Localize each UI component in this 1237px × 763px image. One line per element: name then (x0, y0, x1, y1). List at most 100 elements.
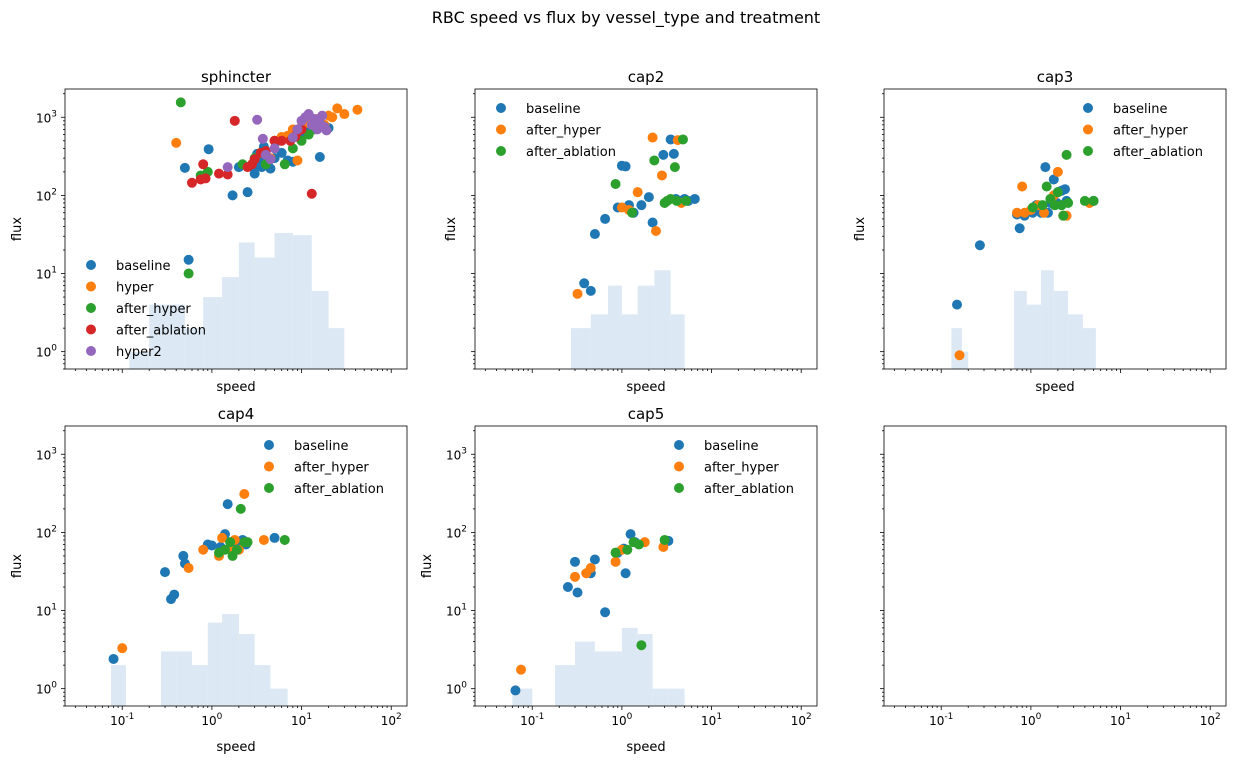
x-tick-label: 101 (291, 712, 312, 728)
legend: baseline after_hyper after_ablation (496, 102, 616, 160)
point-after_hyper (1017, 181, 1028, 192)
point-after_ablation (669, 162, 680, 173)
subplot-empty: 10-1 100 101 102 (880, 425, 1227, 728)
x-tick-label: 100 (1020, 712, 1041, 728)
legend: baseline after_hyper after_ablation (674, 439, 794, 497)
point-after_ablation (186, 177, 197, 188)
point-after_ablation (1061, 149, 1072, 160)
y-axis-label: flux (10, 217, 25, 241)
legend-label-after_hyper: after_hyper (294, 461, 369, 476)
y-tick-label: 103 (36, 446, 57, 462)
point-after_hyper (175, 97, 186, 108)
histogram-bar (165, 304, 185, 369)
legend-marker-baseline (86, 260, 96, 270)
point-after_hyper (117, 643, 128, 654)
point-after_hyper (279, 159, 290, 170)
point-hyper (292, 155, 303, 166)
legend-label-baseline: baseline (704, 439, 758, 454)
legend-marker-after_ablation (86, 324, 96, 335)
point-baseline (314, 152, 325, 163)
plot-area (510, 529, 685, 706)
point-baseline (108, 653, 119, 664)
legend: baseline hyper after_hyper after_ablationhy… (86, 259, 206, 360)
point-after_hyper (570, 571, 581, 582)
histogram-bar (670, 314, 685, 369)
legend-label-after_ablation: after_ablation (704, 482, 794, 497)
axes-frame (64, 425, 408, 707)
y-axis-label: flux (420, 554, 435, 578)
point-after_ablation (249, 154, 260, 165)
point-baseline (227, 190, 238, 201)
point-baseline (589, 554, 600, 565)
x-tick-label: 101 (701, 712, 722, 728)
x-axis-label: speed (1035, 380, 1074, 395)
legend-label-after_hyper: after_hyper (526, 124, 601, 139)
legend-label-baseline: baseline (294, 439, 348, 454)
point-after_ablation (627, 207, 638, 218)
point-baseline (689, 193, 700, 204)
legend-label-hyper2: hyper2 (116, 345, 162, 360)
point-after_ablation (229, 115, 240, 126)
point-after_ablation (1037, 200, 1048, 211)
point-baseline (242, 187, 253, 198)
point-baseline (269, 532, 280, 543)
point-baseline (179, 162, 190, 173)
legend: baseline after_hyper after_ablation (264, 439, 384, 497)
subplot-cap4: 10-1 100 101 102 100 101 102 103 cap4 speed flux ba… (10, 405, 408, 755)
point-after_ablation (659, 534, 670, 545)
point-baseline (183, 254, 194, 265)
histogram-bar (149, 304, 166, 369)
point-after_ablation (681, 195, 692, 206)
point-baseline (643, 192, 654, 203)
legend-label-baseline: baseline (116, 259, 170, 274)
histogram-bar (222, 614, 239, 706)
histogram-bar (961, 351, 969, 369)
histogram-bar (238, 634, 255, 706)
histogram-bar (254, 665, 271, 706)
subplot-title: cap4 (218, 405, 255, 423)
histogram-bar (311, 290, 329, 369)
histogram-bar (160, 651, 177, 706)
point-baseline (203, 144, 214, 155)
histogram-bar (270, 688, 288, 706)
y-tick-label: 101 (446, 603, 467, 619)
point-baseline (625, 529, 636, 540)
legend-marker-baseline (264, 440, 274, 450)
point-baseline (589, 229, 600, 240)
legend-label-baseline: baseline (526, 102, 580, 117)
y-axis-label: flux (444, 217, 459, 241)
point-after_ablation (242, 537, 253, 548)
legend-label-hyper: hyper (116, 281, 154, 296)
point-after_ablation (213, 168, 224, 179)
point-after_ablation (649, 155, 660, 166)
point-after_hyper (1012, 207, 1023, 218)
point-after_ablation (671, 195, 682, 206)
point-after_hyper (647, 132, 658, 143)
x-tick-label: 102 (381, 712, 402, 728)
legend: baseline after_hyper after_ablation (1083, 102, 1203, 160)
axes-frame (883, 88, 1227, 370)
subplot-cap2: cap2 speed flux baseline after_hyper after_ab… (444, 68, 818, 395)
legend-label-after_hyper: after_hyper (704, 461, 779, 476)
histogram-bar (555, 665, 576, 706)
point-hyper (327, 112, 338, 123)
x-tick-label: 100 (611, 712, 632, 728)
histogram-bar (590, 314, 609, 369)
plot-area (108, 489, 290, 706)
point-baseline (658, 149, 669, 160)
y-axis-label: flux (853, 217, 868, 241)
point-after_hyper (610, 556, 621, 567)
y-tick-label: 102 (36, 187, 57, 203)
histogram-bar (594, 651, 614, 706)
histogram-bar (1068, 314, 1083, 369)
point-after_ablation (231, 544, 242, 555)
point-baseline (585, 285, 596, 296)
plot-area (129, 97, 363, 369)
histogram-bar (1041, 270, 1054, 369)
legend-marker-after_hyper (1083, 124, 1093, 135)
legend-marker-baseline (496, 103, 506, 113)
subplot-sphincter: 100 101 102 103 sphincter speed flux baseline hy… (10, 68, 408, 395)
point-after_ablation (276, 135, 287, 146)
legend-label-after_hyper: after_hyper (116, 302, 191, 317)
point-baseline (647, 217, 658, 228)
